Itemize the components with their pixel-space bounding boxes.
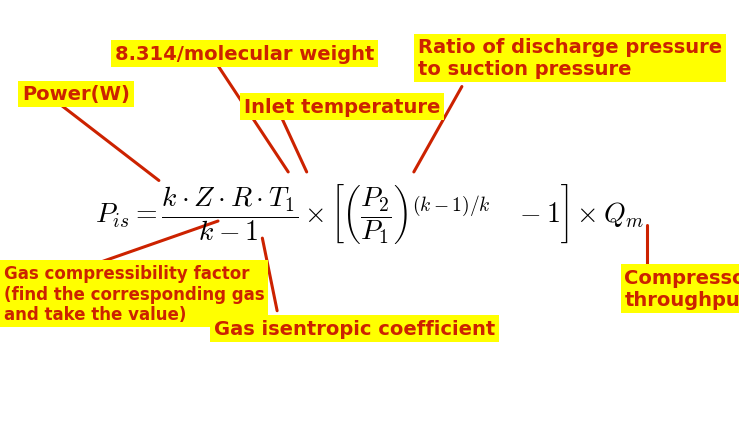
Text: Ratio of discharge pressure
to suction pressure: Ratio of discharge pressure to suction p… xyxy=(418,38,722,79)
Text: Power(W): Power(W) xyxy=(22,85,130,104)
Text: $P_{is} = \dfrac{k \cdot Z \cdot R \cdot T_1}{k-1} \times \left[\left(\dfrac{P_2: $P_{is} = \dfrac{k \cdot Z \cdot R \cdot… xyxy=(95,181,644,245)
Text: Gas isentropic coefficient: Gas isentropic coefficient xyxy=(214,320,496,338)
Text: Compressor
throughput: Compressor throughput xyxy=(624,268,739,309)
Text: 8.314/molecular weight: 8.314/molecular weight xyxy=(115,45,374,63)
Text: Inlet temperature: Inlet temperature xyxy=(244,98,440,117)
Text: Gas compressibility factor
(find the corresponding gas
and take the value): Gas compressibility factor (find the cor… xyxy=(4,264,265,324)
